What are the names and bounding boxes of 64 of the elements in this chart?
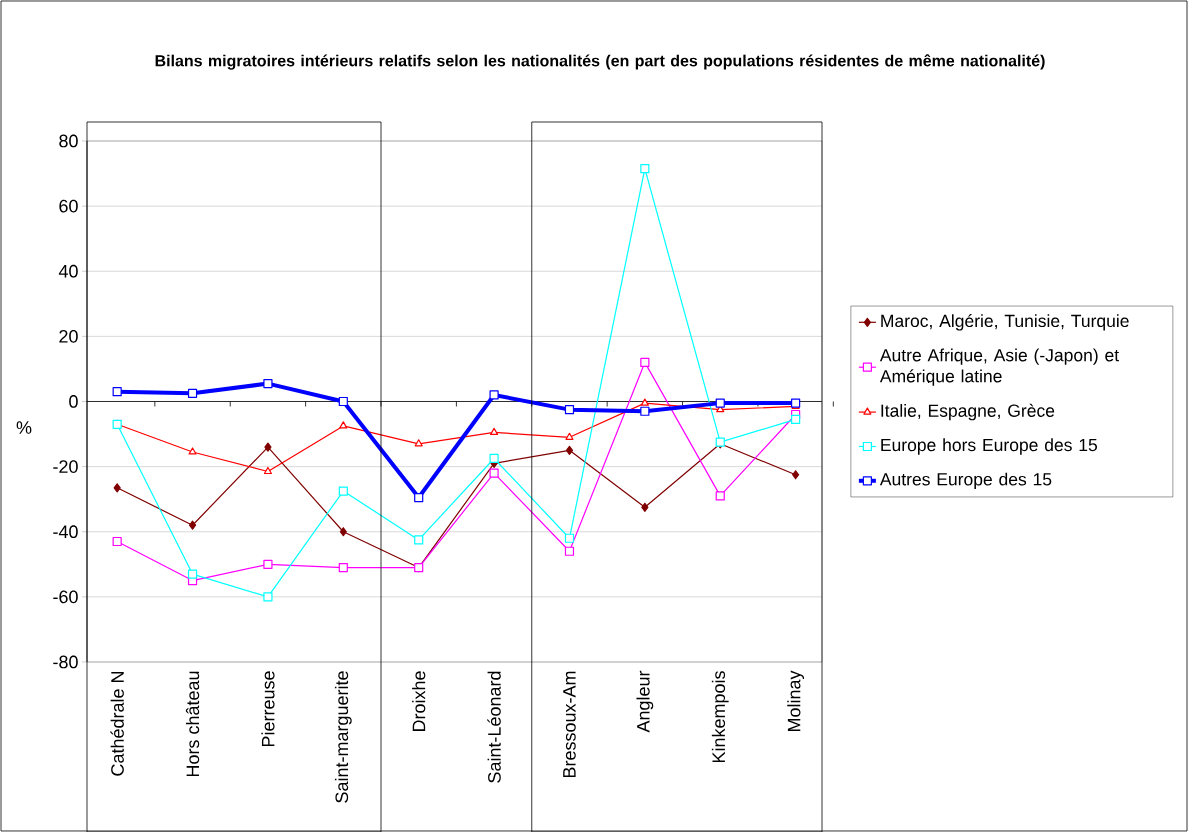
legend-label: Autres Europe des 15 (879, 472, 1052, 489)
point (187, 388, 198, 398)
point (263, 592, 273, 602)
point (338, 396, 348, 407)
point (489, 390, 499, 400)
point (187, 569, 198, 579)
x-tick-label: Molinay (787, 670, 805, 732)
point (792, 470, 800, 480)
x-tick-label: Angleur (636, 670, 654, 733)
point (715, 398, 725, 408)
point (489, 468, 499, 478)
point (338, 486, 348, 496)
point (188, 447, 197, 455)
point (489, 453, 499, 464)
y-tick-label: -40 (53, 525, 78, 539)
x-tick-label: Bressoux-Am (563, 671, 576, 778)
point (339, 421, 348, 429)
point (414, 535, 424, 545)
y-axis-title: % (16, 421, 32, 434)
legend-label: Autre Afrique, Asie (-Japon) et Amérique latine (879, 348, 1119, 386)
point (791, 414, 801, 424)
point (564, 405, 575, 415)
legend-label: Europe hors Europe des 15 (881, 438, 1098, 455)
point (564, 546, 575, 556)
point (414, 492, 424, 503)
point (112, 387, 122, 397)
point (264, 442, 272, 452)
x-tick-label: Cathédrale N (110, 672, 124, 776)
point (640, 398, 649, 406)
x-tick-label: Droixhe (412, 671, 426, 732)
point (715, 491, 725, 501)
point (263, 378, 273, 389)
y-tick-label: 60 (59, 199, 78, 213)
chart-title: Bilans migratoires intérieurs relatifs selon les nationalités (en part des populations résidentes de même nationalité) (155, 54, 1045, 70)
point (113, 483, 121, 493)
point (641, 502, 649, 512)
point (640, 406, 650, 416)
point (490, 427, 499, 436)
point (565, 445, 574, 455)
point (565, 432, 574, 440)
x-tick-label: Saint-Léonard (487, 671, 501, 783)
y-tick-label: -20 (53, 460, 78, 473)
y-tick-label: 80 (59, 134, 78, 148)
x-tick-label: Saint-marguerite (334, 671, 352, 803)
point (263, 466, 272, 475)
legend-label: Maroc, Algérie, Tunisie, Turquie (881, 314, 1129, 331)
y-tick-label: 40 (58, 264, 78, 278)
point (338, 562, 348, 573)
point (414, 439, 423, 447)
y-tick-label: 20 (59, 330, 78, 343)
point (188, 520, 197, 530)
point (640, 357, 650, 368)
point (263, 559, 273, 569)
point (112, 536, 122, 547)
legend-label: Italie, Espagne, Grèce (881, 403, 1055, 421)
x-tick-label: Kinkempois (711, 671, 729, 763)
x-tick-label: Hors château (185, 671, 200, 777)
point (640, 164, 650, 174)
point (564, 533, 575, 543)
point (339, 527, 347, 537)
y-tick-label: -60 (53, 590, 78, 604)
y-tick-label: 0 (69, 395, 78, 408)
x-tick-label: Pierreuse (261, 671, 275, 747)
y-tick-label: -80 (53, 655, 78, 669)
